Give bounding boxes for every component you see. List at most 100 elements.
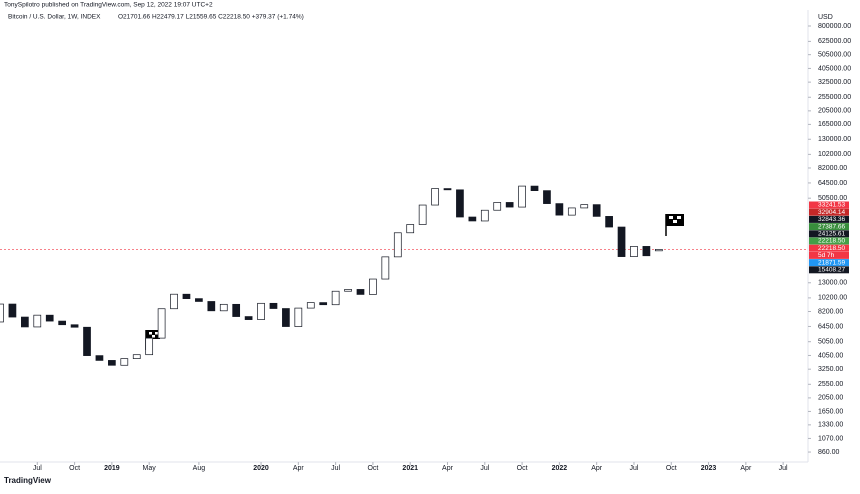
y-tick-label: 3250.00 <box>818 366 843 373</box>
candle-body <box>468 216 477 222</box>
candle-body <box>381 256 390 280</box>
y-tick-label: 64500.00 <box>818 180 847 187</box>
price-tag <box>809 208 849 216</box>
x-tick-label: May <box>143 465 157 472</box>
price-tag-label: 32843.36 <box>818 216 845 223</box>
x-tick-label: 2019 <box>104 465 120 472</box>
candle-body <box>207 301 216 312</box>
candle-body <box>580 204 589 209</box>
price-tag <box>809 230 849 238</box>
x-tick-label: Apr <box>293 465 305 472</box>
candle-body <box>232 303 241 317</box>
y-tick-label: 165000.00 <box>818 121 851 128</box>
x-tick-label: 2021 <box>402 465 418 472</box>
x-tick-label: Apr <box>591 465 603 472</box>
y-tick-label: 6450.00 <box>818 323 843 330</box>
y-tick-label: 82000.00 <box>818 165 847 172</box>
x-tick-label: 2020 <box>253 465 269 472</box>
candle-body <box>456 189 464 218</box>
candle-body <box>219 303 228 312</box>
y-tick-label: 8200.00 <box>818 308 843 315</box>
candle-body <box>182 293 191 299</box>
candle-body <box>294 307 303 327</box>
brand: TradingView <box>4 476 52 485</box>
candle-body <box>642 246 651 257</box>
candle-body <box>319 302 328 306</box>
y-tick-label: 2050.00 <box>818 395 843 402</box>
candle-body <box>630 246 638 257</box>
price-tag <box>809 215 849 223</box>
candle-body <box>617 226 626 257</box>
candle-body <box>306 302 315 309</box>
x-tick-label: Aug <box>193 465 206 472</box>
candle-body <box>654 249 663 252</box>
y-tick-label: 1070.00 <box>818 435 843 442</box>
price-tag-label: 21871.59 <box>818 259 845 266</box>
price-tag <box>809 223 849 231</box>
candle-body <box>257 302 265 320</box>
candle-body <box>555 203 564 216</box>
candle-body <box>344 289 352 292</box>
candle-body <box>33 314 42 328</box>
price-tag-label: 33241.53 <box>818 202 845 209</box>
candle-body <box>543 190 551 204</box>
y-tick-label: 2550.00 <box>818 381 843 388</box>
price-tag <box>809 266 849 274</box>
x-tick-label: Oct <box>69 465 80 472</box>
candle-body <box>431 188 439 206</box>
candle-body <box>567 207 576 216</box>
candle-body <box>157 308 166 339</box>
price-tag-label: 32904.14 <box>818 209 845 216</box>
y-tick-label: 130000.00 <box>818 136 851 143</box>
y-tick-label: 860.00 <box>818 449 840 456</box>
price-tag <box>809 244 849 252</box>
candle-body <box>406 224 415 234</box>
y-tick-label: 505000.00 <box>818 52 851 59</box>
y-tick-label: 13000.00 <box>818 280 847 287</box>
y-tick-label: 102000.00 <box>818 151 851 158</box>
x-tick-label: Apr <box>740 465 752 472</box>
published-note: TonySpilotro published on TradingView.co… <box>4 2 213 9</box>
candle-body <box>530 185 539 191</box>
candle-body <box>331 290 340 306</box>
price-tag-label: 22218.50 <box>818 245 845 252</box>
x-tick-label: Oct <box>517 465 528 472</box>
price-tag <box>809 259 849 267</box>
candle-body <box>120 358 129 366</box>
candle-body <box>132 354 141 359</box>
y-tick-label: 625000.00 <box>818 38 851 45</box>
x-tick-label: Oct <box>666 465 677 472</box>
x-tick-label: Jul <box>331 465 340 472</box>
candle-body <box>518 185 526 208</box>
x-tick-label: Jul <box>33 465 42 472</box>
price-tag <box>809 201 849 209</box>
y-tick-label: 205000.00 <box>818 108 851 115</box>
x-tick-label: Jul <box>480 465 489 472</box>
candle-body <box>45 314 54 322</box>
candle-body <box>605 216 613 228</box>
y-tick-label: 5050.00 <box>818 339 843 346</box>
y-tick-label: 325000.00 <box>818 79 851 86</box>
y-tick-label: 50500.00 <box>818 195 847 202</box>
price-tag-label: 24125.61 <box>818 231 845 238</box>
symbol: Bitcoin / U.S. Dollar, 1W, INDEX <box>8 14 101 21</box>
candle-body <box>0 303 4 323</box>
candle-body <box>195 298 203 302</box>
candle-body <box>21 316 29 328</box>
currency: USD <box>818 14 833 21</box>
countdown: 5d 7h <box>818 252 835 259</box>
y-tick-label: 800000.00 <box>818 23 851 30</box>
candle-body <box>58 320 67 326</box>
candle-body <box>269 302 278 309</box>
y-tick-label: 405000.00 <box>818 65 851 72</box>
candle-body <box>393 232 402 258</box>
price-tag-label: 15408.27 <box>818 267 845 274</box>
candle-body <box>83 326 91 356</box>
candle-body <box>282 308 290 327</box>
flag-icon <box>665 214 684 236</box>
candle-body <box>356 289 365 295</box>
candle-body <box>505 202 514 208</box>
price-tag-label: 22218.50 <box>818 238 845 245</box>
